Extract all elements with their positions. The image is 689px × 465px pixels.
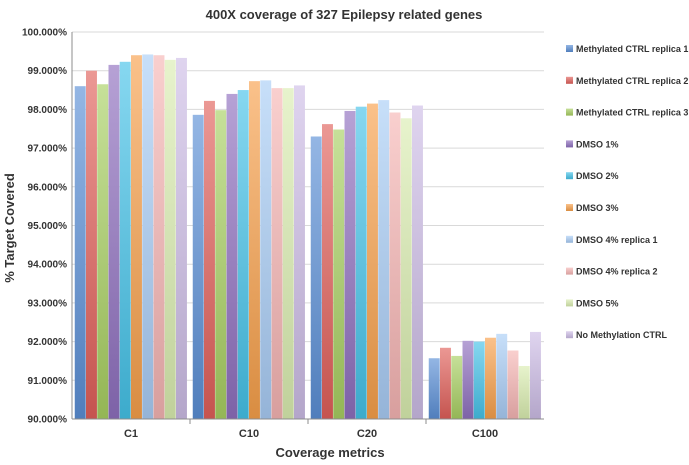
bar-c10-series-6 xyxy=(249,81,260,420)
legend-label: DMSO 1% xyxy=(576,139,619,149)
x-tick-label: C10 xyxy=(239,428,259,440)
bar-c20-series-5 xyxy=(355,106,367,419)
bar-c1-series-4 xyxy=(108,64,120,419)
bar-c10-series-3 xyxy=(215,110,227,420)
bar-c20-series-4 xyxy=(344,110,356,419)
legend-swatch xyxy=(566,267,573,275)
bar-c1-series-2 xyxy=(86,70,97,419)
bar-c20-series-6 xyxy=(367,103,378,419)
y-tick-label: 97.000% xyxy=(28,144,68,155)
bar-c1-series-7 xyxy=(142,54,154,419)
legend-swatch xyxy=(566,204,573,211)
bar-c1-series-9 xyxy=(164,59,176,420)
legend-label: No Methylation CTRL xyxy=(576,330,667,340)
y-tick-label: 96.000% xyxy=(28,182,68,193)
legend-label: DMSO 4% replica 2 xyxy=(576,267,658,277)
bar-c1-series-10 xyxy=(176,57,187,420)
bar-c20-series-1 xyxy=(310,136,322,420)
y-tick-label: 93.000% xyxy=(28,298,68,309)
bars xyxy=(74,54,541,420)
y-tick-label: 94.000% xyxy=(28,260,68,271)
legend-label: DMSO 4% replica 1 xyxy=(576,235,658,245)
legend-item: Methylated CTRL replica 1 xyxy=(566,44,688,54)
x-tick-label: C20 xyxy=(357,428,377,440)
legend-label: Methylated CTRL replica 2 xyxy=(576,76,688,86)
bar-c100-series-3 xyxy=(451,355,463,419)
legend-item: DMSO 4% replica 2 xyxy=(566,267,658,277)
x-tick-label: C1 xyxy=(124,428,138,440)
bar-c20-series-8 xyxy=(389,112,401,419)
legend-swatch xyxy=(566,140,573,148)
bar-c100-series-1 xyxy=(428,358,440,419)
bar-c100-series-10 xyxy=(530,331,541,419)
axes: 90.000% 91.000% 92.000% 93.000% 94.000% 95.00… xyxy=(22,28,544,440)
bar-c100-series-6 xyxy=(485,337,496,419)
legend-item: DMSO 4% replica 1 xyxy=(566,235,658,245)
legend-label: DMSO 2% xyxy=(576,171,619,181)
bar-c100-series-9 xyxy=(518,365,530,419)
legend-item: No Methylation CTRL xyxy=(566,330,667,340)
y-tick-label: 100.000% xyxy=(22,28,67,39)
legend-swatch xyxy=(566,45,573,52)
legend-item: DMSO 1% xyxy=(566,139,619,149)
bar-c10-series-8 xyxy=(271,88,283,420)
legend-swatch xyxy=(566,235,573,243)
legend-label: Methylated CTRL replica 3 xyxy=(576,108,688,118)
y-tick-label: 91.000% xyxy=(28,376,68,387)
y-tick-label: 90.000% xyxy=(28,415,68,426)
bar-c1-series-1 xyxy=(74,86,86,420)
bar-c20-series-3 xyxy=(333,129,345,419)
bar-c10-series-4 xyxy=(226,93,238,420)
y-axis-title: % Target Covered xyxy=(2,173,17,283)
bar-c1-series-3 xyxy=(97,84,109,420)
bar-c100-series-8 xyxy=(507,350,519,419)
y-tick-label: 92.000% xyxy=(28,337,68,348)
bar-c20-series-10 xyxy=(412,105,423,419)
legend-swatch xyxy=(566,172,573,180)
bar-c10-series-10 xyxy=(294,85,305,419)
bar-c10-series-2 xyxy=(204,100,215,419)
x-tick-label: C100 xyxy=(472,428,498,440)
bar-c100-series-7 xyxy=(496,333,508,419)
legend-item: Methylated CTRL replica 3 xyxy=(566,108,688,118)
bar-c10-series-1 xyxy=(192,114,204,419)
y-tick-label: 98.000% xyxy=(28,105,68,116)
y-tick-label: 99.000% xyxy=(28,66,68,77)
bar-c10-series-9 xyxy=(282,88,294,420)
legend: Methylated CTRL replica 1 Methylated CTRL… xyxy=(566,44,688,340)
bar-c1-series-8 xyxy=(153,55,165,419)
legend-item: Methylated CTRL replica 2 xyxy=(566,76,688,86)
bar-c100-series-4 xyxy=(462,340,474,419)
legend-swatch xyxy=(566,108,573,116)
legend-item: DMSO 3% xyxy=(566,203,619,213)
legend-swatch xyxy=(566,331,573,339)
bar-c1-series-5 xyxy=(119,61,131,420)
legend-label: DMSO 3% xyxy=(576,203,619,213)
bar-c10-series-7 xyxy=(260,80,272,420)
legend-label: DMSO 5% xyxy=(576,298,619,308)
bar-c1-series-6 xyxy=(131,55,142,419)
bar-c20-series-7 xyxy=(378,100,390,420)
chart-title: 400X coverage of 327 Epilepsy related ge… xyxy=(206,7,483,22)
bar-c20-series-9 xyxy=(400,118,412,420)
bar-c20-series-2 xyxy=(322,124,333,420)
legend-swatch xyxy=(566,299,573,307)
legend-label: Methylated CTRL replica 1 xyxy=(576,44,688,54)
y-tick-label: 95.000% xyxy=(28,221,68,232)
x-axis-title: Coverage metrics xyxy=(275,445,384,460)
bar-c100-series-2 xyxy=(440,347,451,419)
bar-c100-series-5 xyxy=(473,341,485,419)
legend-swatch xyxy=(566,76,573,84)
bar-c10-series-5 xyxy=(237,90,249,420)
legend-item: DMSO 5% xyxy=(566,298,619,308)
legend-item: DMSO 2% xyxy=(566,171,619,181)
